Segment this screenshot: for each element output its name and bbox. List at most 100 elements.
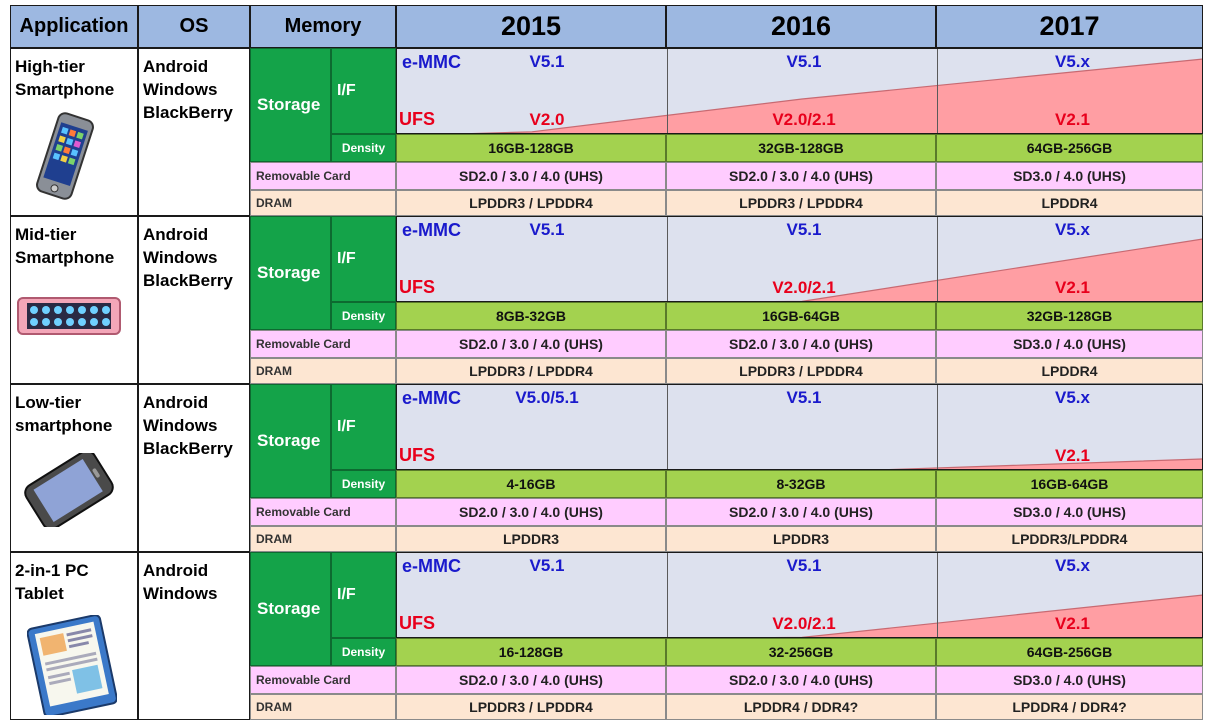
year-divider xyxy=(667,553,668,637)
year-divider xyxy=(667,385,668,469)
dram-value: LPDDR4 / DDR4? xyxy=(666,694,936,720)
removable-card-label: Removable Card xyxy=(250,498,396,526)
emmc-label: e-MMC xyxy=(402,556,461,576)
emmc-version: V5.1 xyxy=(786,556,822,575)
emmc-label: e-MMC xyxy=(402,52,461,72)
interface-label: I/F xyxy=(331,48,396,134)
os-name: BlackBerry xyxy=(143,103,233,122)
ufs-wedge-shape xyxy=(471,58,1202,133)
smartphone-icon xyxy=(33,111,97,207)
application-name-line: Smartphone xyxy=(15,248,115,267)
removable-card-label: Removable Card xyxy=(250,666,396,694)
group-block: Low-tier smartphone Android Windows BlackBer… xyxy=(10,384,1203,552)
interface-roadmap: e-MMC UFS V5.1 V5.1 V2.0/2.1 V5.x V2.1 xyxy=(396,552,1203,638)
removable-card-value: SD2.0 / 3.0 / 4.0 (UHS) xyxy=(666,330,936,358)
density-value: 4-16GB xyxy=(396,470,666,498)
os-name: BlackBerry xyxy=(143,439,233,458)
density-value: 32GB-128GB xyxy=(666,134,936,162)
os-name: BlackBerry xyxy=(143,271,233,290)
header-year-2017: 2017 xyxy=(936,5,1203,48)
dram-label: DRAM xyxy=(250,694,396,720)
year-divider xyxy=(937,217,938,301)
ufs-version: V2.0 xyxy=(529,110,565,129)
ufs-label: UFS xyxy=(399,109,435,129)
removable-card-value: SD2.0 / 3.0 / 4.0 (UHS) xyxy=(666,162,936,190)
handset-icon xyxy=(23,450,115,533)
os-name: Windows xyxy=(143,416,218,435)
density-value: 16GB-128GB xyxy=(396,134,666,162)
density-value: 16-128GB xyxy=(396,638,666,666)
year-divider xyxy=(937,49,938,133)
dram-label: DRAM xyxy=(250,358,396,384)
emmc-version: V5.1 xyxy=(786,388,822,407)
ufs-adoption-wedge xyxy=(773,238,1202,301)
removable-card-value: SD2.0 / 3.0 / 4.0 (UHS) xyxy=(396,666,666,694)
emmc-version: V5.1 xyxy=(529,556,565,575)
dram-value: LPDDR3 xyxy=(666,526,936,552)
removable-card-label: Removable Card xyxy=(250,162,396,190)
application-name-line: 2-in-1 PC xyxy=(15,561,89,580)
ufs-version: V2.1 xyxy=(1055,446,1090,465)
storage-label: Storage xyxy=(250,384,331,498)
memory-roadmap-table: Application OS Memory 2015 2016 2017 Hig… xyxy=(10,5,1203,722)
dram-value: LPDDR4 xyxy=(936,358,1203,384)
dram-value: LPDDR4 / DDR4? xyxy=(936,694,1203,720)
density-value: 8GB-32GB xyxy=(396,302,666,330)
application-cell: High-tier Smartphone xyxy=(10,48,138,216)
density-value: 16GB-64GB xyxy=(666,302,936,330)
interface-roadmap: e-MMC UFS V5.1 V2.0 V5.1 V2.0/2.1 V5.x V2.1 xyxy=(396,48,1203,134)
tablet-icon xyxy=(26,614,118,721)
header-year-2015: 2015 xyxy=(396,5,666,48)
dram-value: LPDDR3/LPDDR4 xyxy=(936,526,1203,552)
interface-label: I/F xyxy=(331,552,396,638)
emmc-version: V5.1 xyxy=(529,220,565,239)
dram-value: LPDDR3 / LPDDR4 xyxy=(396,694,666,720)
interface-label: I/F xyxy=(331,384,396,470)
year-divider xyxy=(667,217,668,301)
os-name: Windows xyxy=(143,248,218,267)
dram-value: LPDDR4 xyxy=(936,190,1203,216)
removable-card-label: Removable Card xyxy=(250,330,396,358)
removable-card-value: SD3.0 / 4.0 (UHS) xyxy=(936,498,1203,526)
removable-card-value: SD2.0 / 3.0 / 4.0 (UHS) xyxy=(666,498,936,526)
dram-value: LPDDR3 / LPDDR4 xyxy=(666,358,936,384)
year-divider xyxy=(667,49,668,133)
os-name: Android xyxy=(143,225,209,244)
group-block: 2-in-1 PC Tablet Android Windows Storage I/F D… xyxy=(10,552,1203,720)
density-value: 32GB-128GB xyxy=(936,302,1203,330)
group-block: High-tier Smartphone Android Windows BlackBe… xyxy=(10,48,1203,216)
ufs-version: V2.0/2.1 xyxy=(772,278,836,297)
density-label: Density xyxy=(331,470,396,498)
pink-tablet-phone-icon xyxy=(17,297,121,341)
dram-value: LPDDR3 / LPDDR4 xyxy=(666,190,936,216)
year-divider xyxy=(937,553,938,637)
ufs-label: UFS xyxy=(399,613,435,633)
removable-card-value: SD3.0 / 4.0 (UHS) xyxy=(936,330,1203,358)
interface-label: I/F xyxy=(331,216,396,302)
density-label: Density xyxy=(331,134,396,162)
os-name: Android xyxy=(143,57,209,76)
ufs-version: V2.0/2.1 xyxy=(772,110,836,129)
interface-roadmap: e-MMC UFS V5.0/5.1 V5.1 V5.x V2.1 xyxy=(396,384,1203,470)
ufs-adoption-wedge xyxy=(471,58,1202,133)
ufs-version: V2.0/2.1 xyxy=(772,614,836,633)
emmc-version: V5.1 xyxy=(529,52,565,71)
ufs-wedge-shape xyxy=(773,238,1202,301)
ufs-adoption-wedge xyxy=(888,458,1202,469)
density-value: 64GB-256GB xyxy=(936,134,1203,162)
storage-label: Storage xyxy=(250,48,331,162)
os-name: Android xyxy=(143,561,209,580)
ufs-version: V2.1 xyxy=(1055,278,1090,297)
interface-roadmap: e-MMC UFS V5.1 V5.1 V2.0/2.1 V5.x V2.1 xyxy=(396,216,1203,302)
emmc-label: e-MMC xyxy=(402,220,461,240)
ufs-version: V2.1 xyxy=(1055,614,1090,633)
application-name-line: Low-tier xyxy=(15,393,82,412)
os-cell: Android Windows BlackBerry xyxy=(138,48,250,216)
dram-value: LPDDR3 / LPDDR4 xyxy=(396,190,666,216)
removable-card-value: SD3.0 / 4.0 (UHS) xyxy=(936,666,1203,694)
os-cell: Android Windows xyxy=(138,552,250,720)
density-value: 8-32GB xyxy=(666,470,936,498)
application-cell: Low-tier smartphone xyxy=(10,384,138,552)
dram-label: DRAM xyxy=(250,526,396,552)
application-name-line: Mid-tier xyxy=(15,225,77,244)
